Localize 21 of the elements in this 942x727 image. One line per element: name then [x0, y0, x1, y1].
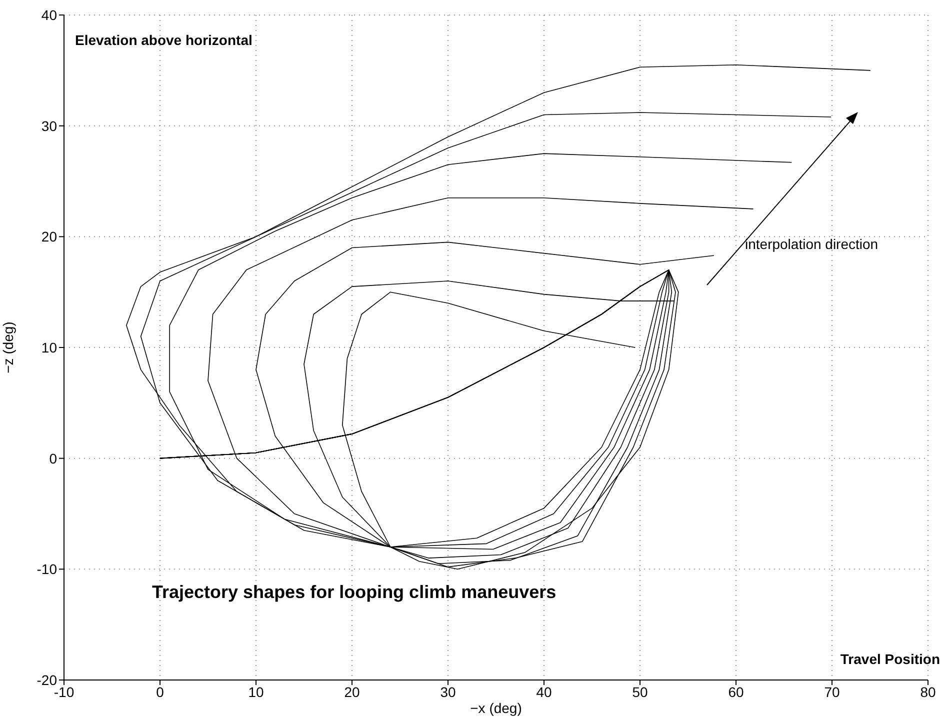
x-tick-label: 10: [248, 684, 264, 700]
x-tick-label: 50: [632, 684, 648, 700]
x-tick-label: 70: [824, 684, 840, 700]
annotation: Travel Position: [840, 651, 940, 667]
x-axis-title: −x (deg): [470, 700, 522, 716]
y-tick-label: 10: [41, 339, 58, 356]
x-tick-label: 40: [536, 684, 552, 700]
x-tick-label: 80: [920, 684, 936, 700]
y-tick-label: 40: [41, 6, 58, 23]
annotation: interpolation direction: [745, 236, 878, 252]
x-tick-label: 60: [728, 684, 744, 700]
annotation: Trajectory shapes for looping climb maneuvers: [152, 582, 556, 603]
y-tick-label: 30: [41, 118, 58, 134]
y-axis-title: −z (deg): [0, 322, 16, 374]
y-tick-label: 0: [49, 450, 58, 466]
y-tick-label: -10: [36, 561, 58, 578]
x-tick-label: 20: [344, 684, 360, 700]
x-tick-label: 0: [156, 684, 164, 700]
y-tick-label: 20: [41, 228, 58, 245]
annotation: Elevation above horizontal: [75, 32, 252, 48]
x-tick-label: 30: [440, 684, 456, 700]
